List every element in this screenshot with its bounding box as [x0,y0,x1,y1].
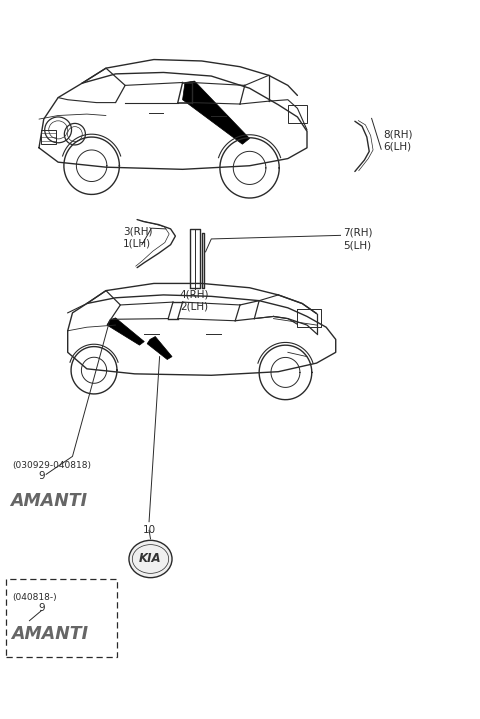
Text: 8(RH)
6(LH): 8(RH) 6(LH) [384,129,413,152]
Text: (030929-040818): (030929-040818) [12,461,92,470]
Text: AMANTI: AMANTI [10,493,87,510]
Text: 9: 9 [38,471,45,481]
Polygon shape [147,336,172,360]
Ellipse shape [129,541,172,577]
Text: (040818-): (040818-) [12,593,57,603]
Text: 7(RH)
5(LH): 7(RH) 5(LH) [343,228,372,250]
Text: 3(RH)
1(LH): 3(RH) 1(LH) [123,226,152,249]
Polygon shape [182,81,250,145]
Polygon shape [107,318,144,345]
Text: 4(RH)
2(LH): 4(RH) 2(LH) [180,289,209,311]
Text: 10: 10 [143,526,156,535]
Text: AMANTI: AMANTI [11,625,88,643]
Text: KIA: KIA [139,552,162,566]
Text: 9: 9 [38,603,45,613]
